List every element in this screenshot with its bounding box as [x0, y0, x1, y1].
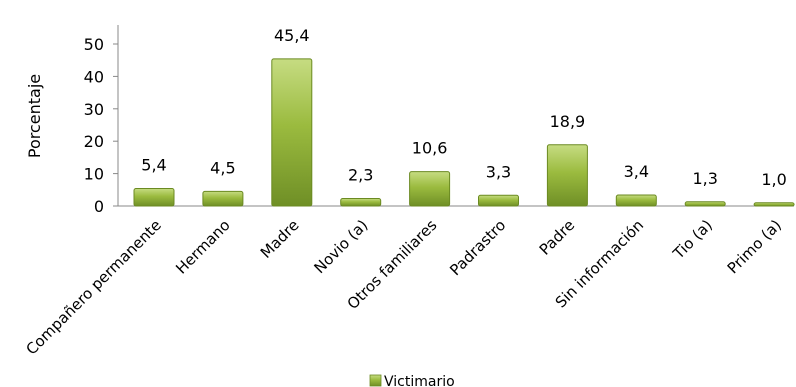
category-label: Hermano: [172, 216, 233, 277]
data-label: 45,4: [274, 26, 310, 45]
category-label: Primo (a): [724, 216, 785, 277]
data-label: 1,3: [692, 169, 717, 188]
category-label: Padrastro: [446, 216, 509, 279]
bar: [478, 194, 519, 207]
data-label: 4,5: [210, 158, 235, 177]
category-label: Novio (a): [311, 216, 372, 277]
y-tick-label: 50: [84, 35, 104, 54]
bar: [546, 144, 588, 207]
data-label: 3,3: [486, 162, 511, 181]
y-tick-label: 40: [84, 67, 104, 86]
data-label: 3,4: [624, 162, 649, 181]
category-label: Tio (a): [669, 216, 716, 263]
category-label: Padre: [536, 216, 579, 259]
bar: [409, 171, 451, 207]
bar: [340, 198, 382, 207]
bar: [271, 58, 313, 207]
y-tick-label: 20: [84, 132, 104, 151]
legend-label: Victimario: [384, 374, 455, 387]
y-axis-title: Porcentaje: [25, 74, 44, 158]
data-label: 18,9: [550, 112, 586, 131]
category-label: Madre: [257, 216, 303, 262]
legend-swatch: [369, 374, 382, 387]
y-tick-label: 0: [94, 197, 104, 216]
bar: [133, 188, 175, 207]
bar: [684, 201, 726, 207]
bar: [753, 202, 795, 207]
data-label: 10,6: [412, 139, 448, 158]
y-tick-label: 10: [84, 165, 104, 184]
legend: Victimario: [369, 374, 455, 387]
bar: [615, 194, 657, 207]
category-label: Compañero permanente: [22, 216, 164, 358]
data-label: 5,4: [141, 156, 166, 175]
bar: [202, 190, 244, 207]
y-tick-label: 30: [84, 100, 104, 119]
data-label: 2,3: [348, 166, 373, 185]
data-label: 1,0: [761, 170, 786, 189]
